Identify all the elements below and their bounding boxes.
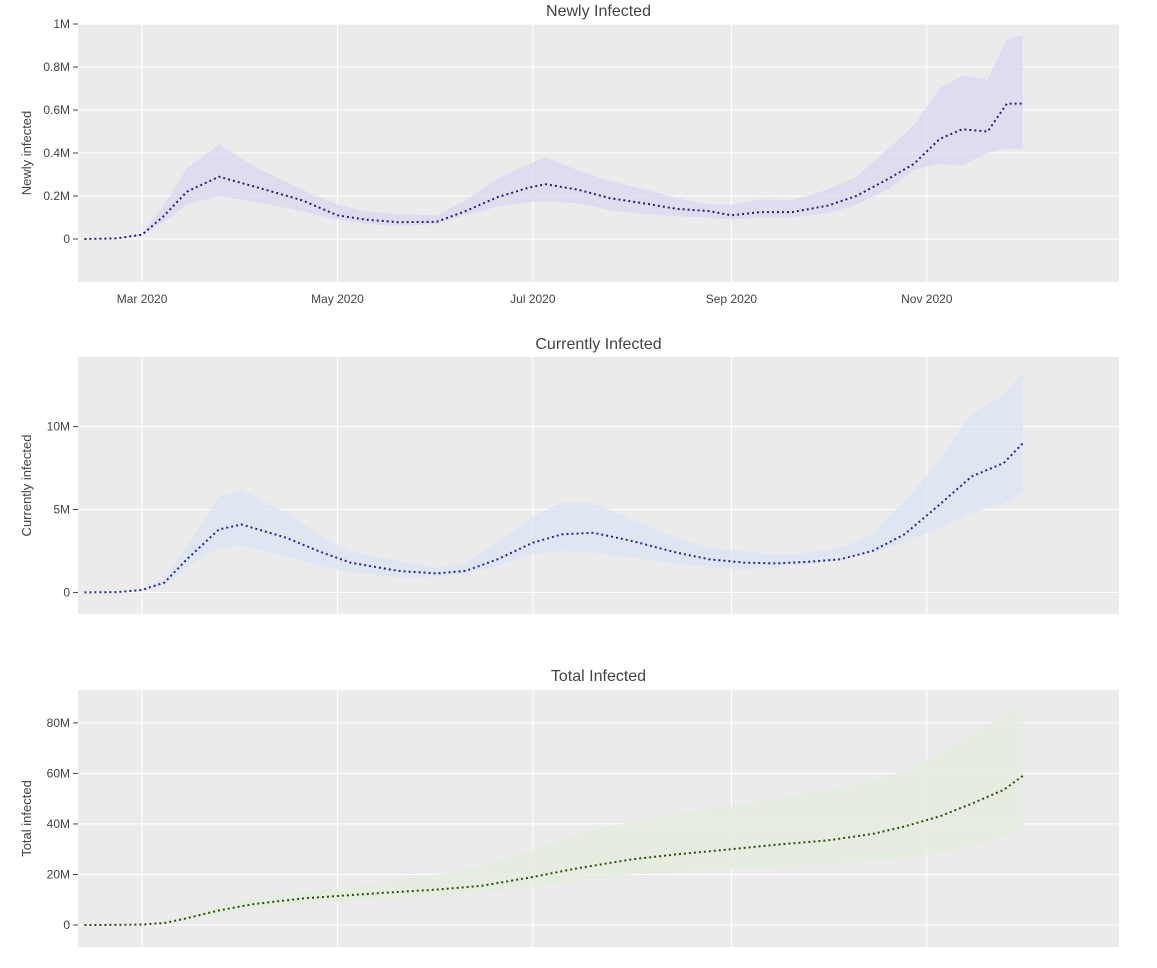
- currently-infected-y-tick-label: 5M: [53, 503, 70, 517]
- newly-infected-x-tick-label: Jul 2020: [510, 292, 556, 306]
- total-infected-y-tick-label: 0: [63, 918, 70, 932]
- total-infected-y-tick-label: 80M: [47, 716, 70, 730]
- total-infected-confidence-band: [84, 700, 1023, 925]
- total-infected-y-tick-label: 20M: [47, 867, 70, 881]
- newly-infected-y-tick-label: 0.6M: [43, 103, 70, 117]
- currently-infected-y-tick-label: 10M: [47, 420, 70, 434]
- newly-infected-x-tick-label: Mar 2020: [117, 292, 168, 306]
- newly-infected-y-tick-label: 0: [63, 232, 70, 246]
- newly-infected-confidence-band: [84, 34, 1023, 239]
- total-infected-y-axis-title: Total infected: [19, 780, 34, 857]
- newly-infected-y-tick-label: 0.4M: [43, 146, 70, 160]
- newly-infected-y-tick-label: 1M: [53, 17, 70, 31]
- currently-infected-confidence-band: [84, 371, 1023, 593]
- currently-infected-estimate-line: [84, 442, 1024, 594]
- currently-infected-y-axis-title: Currently infected: [19, 435, 34, 537]
- total-infected-title: Total Infected: [551, 668, 646, 685]
- newly-infected-panel: 0 0.2M 0.4M 0.6M 0.8M 1M Mar 2020 May 2020 Jul 2…: [19, 3, 1119, 306]
- newly-infected-y-tick-label: 0.2M: [43, 189, 70, 203]
- newly-infected-x-tick-label: Nov 2020: [901, 292, 953, 306]
- total-infected-estimate-line: [84, 775, 1024, 926]
- total-infected-y-tick-label: 60M: [47, 766, 70, 780]
- currently-infected-y-tick-label: 0: [63, 585, 70, 599]
- newly-infected-y-axis-title: Newly infected: [19, 111, 34, 196]
- total-infected-y-tick-label: 40M: [47, 817, 70, 831]
- newly-infected-x-tick-label: May 2020: [311, 292, 364, 306]
- newly-infected-title: Newly Infected: [546, 3, 651, 20]
- currently-infected-title: Currently Infected: [535, 336, 661, 353]
- total-infected-panel: 0 20M 40M 60M 80M Total Infected Total infecte…: [19, 668, 1119, 947]
- currently-infected-panel: 0 5M 10M Currently Infected Currently infect…: [19, 336, 1119, 614]
- newly-infected-x-tick-label: Sep 2020: [706, 292, 758, 306]
- newly-infected-y-tick-label: 0.8M: [43, 60, 70, 74]
